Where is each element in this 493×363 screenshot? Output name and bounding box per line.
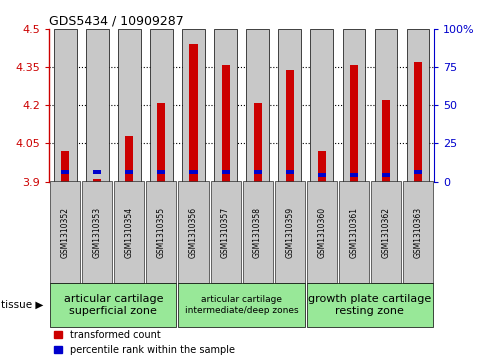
Bar [285,70,294,182]
Text: GSM1310359: GSM1310359 [285,207,294,258]
Bar [382,100,390,182]
Bar [407,29,429,182]
Text: GSM1310355: GSM1310355 [157,207,166,258]
Bar [221,65,230,182]
Text: GDS5434 / 10909287: GDS5434 / 10909287 [49,15,184,28]
Legend: transformed count, percentile rank within the sample: transformed count, percentile rank withi… [54,330,235,355]
Bar [285,170,294,174]
Bar [414,170,422,174]
Bar [61,170,70,174]
Text: GSM1310360: GSM1310360 [317,207,326,258]
Bar [182,29,205,182]
Bar [317,173,326,177]
Bar [125,170,134,174]
Text: articular cartilage
superficial zone: articular cartilage superficial zone [64,294,163,316]
Text: GSM1310358: GSM1310358 [253,207,262,258]
Text: growth plate cartilage
resting zone: growth plate cartilage resting zone [308,294,431,316]
Text: articular cartilage
intermediate/deep zones: articular cartilage intermediate/deep zo… [185,295,298,315]
Bar [382,173,390,177]
Text: GSM1310361: GSM1310361 [349,207,358,258]
Text: GSM1310354: GSM1310354 [125,207,134,258]
Bar [253,103,262,182]
Bar [118,29,141,182]
Text: GSM1310357: GSM1310357 [221,207,230,258]
Text: GSM1310356: GSM1310356 [189,207,198,258]
Bar [350,173,358,177]
Bar [93,170,102,174]
Text: GSM1310352: GSM1310352 [61,207,70,258]
Bar [311,29,333,182]
Bar [86,29,108,182]
Text: tissue ▶: tissue ▶ [1,300,44,310]
Bar [221,170,230,174]
Bar [61,151,70,182]
Bar [350,65,358,182]
Bar [375,29,397,182]
Bar [150,29,173,182]
Bar [214,29,237,182]
Bar [189,170,198,174]
Bar [343,29,365,182]
Text: GSM1310353: GSM1310353 [93,207,102,258]
Bar [93,179,102,182]
Bar [317,151,326,182]
Bar [189,44,198,182]
Text: GSM1310363: GSM1310363 [413,207,423,258]
Text: GSM1310362: GSM1310362 [381,207,390,258]
Bar [414,62,422,182]
Bar [157,170,166,174]
Bar [54,29,76,182]
Bar [279,29,301,182]
Bar [157,103,166,182]
Bar [125,136,134,182]
Bar [246,29,269,182]
Bar [253,170,262,174]
